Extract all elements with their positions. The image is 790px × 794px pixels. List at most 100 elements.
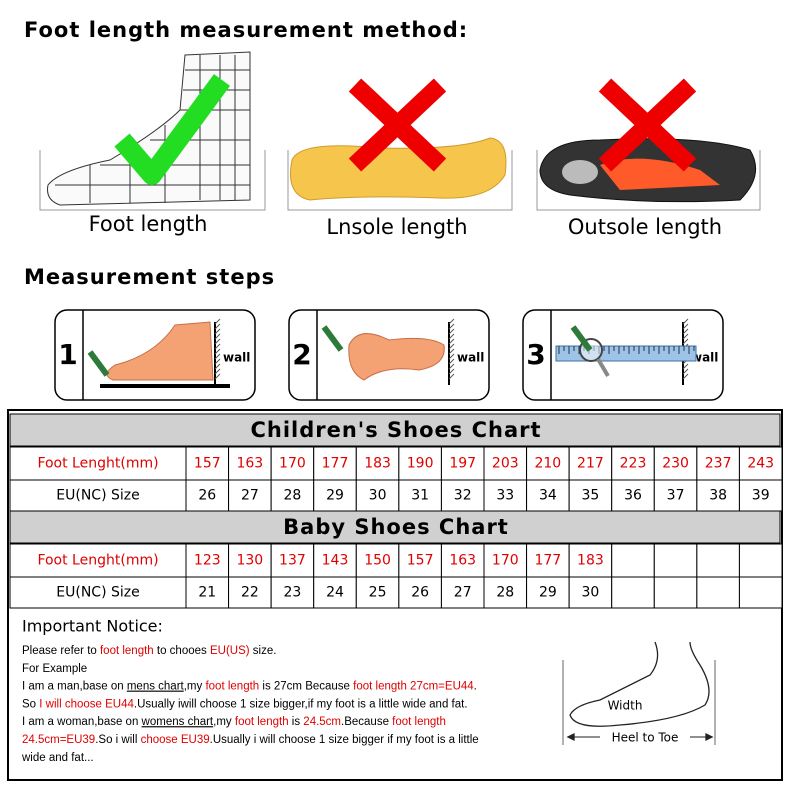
wall-hatch <box>682 323 689 330</box>
text-run: ,my <box>213 716 235 728</box>
insole-illustration <box>290 137 507 201</box>
row-label: EU(NC) Size <box>56 488 139 504</box>
wall-hatch <box>448 323 455 330</box>
value-cell: 130 <box>236 553 263 569</box>
value-cell: 123 <box>194 553 221 569</box>
wall-label: wall <box>223 351 250 365</box>
value-cell: 190 <box>407 456 434 472</box>
cell <box>355 479 400 512</box>
cell <box>738 543 783 578</box>
wall-hatch <box>214 328 221 335</box>
text-run: womens chart <box>141 716 214 728</box>
foot-illustration <box>39 51 266 211</box>
chart-title: Children's Shoes Chart <box>250 418 541 442</box>
wall-hatch <box>214 318 221 325</box>
wall-hatch <box>448 358 455 365</box>
value-cell: 137 <box>279 553 306 569</box>
text-run: So <box>22 698 39 710</box>
cell <box>568 576 613 609</box>
wall-hatch <box>448 338 455 345</box>
method-label: Outsole length <box>568 215 722 239</box>
wall-hatch <box>448 333 455 340</box>
label-cell <box>9 479 187 512</box>
cell <box>526 479 570 512</box>
label-cell <box>9 446 187 481</box>
text-run: is 27cm Because <box>259 681 353 693</box>
cell <box>185 576 230 609</box>
text-run: size. <box>250 645 277 657</box>
wall-hatch <box>448 373 455 380</box>
cell <box>185 446 230 481</box>
wall-hatch <box>214 343 221 350</box>
cell <box>696 543 740 578</box>
text-run: foot length <box>392 716 446 728</box>
value-cell: 22 <box>241 585 259 601</box>
outsole-detail <box>600 158 720 190</box>
text-run: For Example <box>22 663 87 675</box>
method-label: Foot length <box>89 212 208 236</box>
value-cell: 203 <box>492 456 519 472</box>
value-cell: 26 <box>198 488 216 504</box>
method-label: Lnsole length <box>326 215 467 239</box>
outsole-detail <box>562 160 598 184</box>
text-run: mens chart <box>127 681 185 693</box>
wall-hatch <box>682 328 689 335</box>
value-cell: 163 <box>236 456 263 472</box>
title-row <box>9 510 781 544</box>
value-cell: 24 <box>326 585 344 601</box>
value-cell: 34 <box>539 488 557 504</box>
value-cell: 170 <box>279 456 306 472</box>
wall-hatch <box>214 373 221 380</box>
cell <box>653 543 698 578</box>
text-run: 24.5cm=EU39 <box>22 734 95 746</box>
notice-line: For Example <box>22 663 87 675</box>
value-cell: 29 <box>326 488 344 504</box>
cell <box>738 576 783 609</box>
notice-line: So I will choose EU44.Usually iwill choo… <box>22 698 468 710</box>
value-cell: 183 <box>364 456 391 472</box>
value-cell: 30 <box>369 488 387 504</box>
value-cell: 223 <box>620 456 647 472</box>
cell <box>313 446 357 481</box>
value-cell: 183 <box>577 553 604 569</box>
value-cell: 243 <box>747 456 774 472</box>
text-run: choose EU39 <box>141 734 210 746</box>
value-cell: 27 <box>241 488 259 504</box>
value-cell: 21 <box>198 585 216 601</box>
wall-hatch <box>448 353 455 360</box>
text-run: I will choose EU44 <box>39 698 134 710</box>
value-cell: 37 <box>667 488 685 504</box>
value-cell: 29 <box>539 585 557 601</box>
value-cell: 143 <box>322 553 349 569</box>
text-run: ,my <box>184 681 206 693</box>
notice-line: 24.5cm=EU39.So i will choose EU39.Usuall… <box>22 734 479 746</box>
foot-diagram <box>562 641 716 745</box>
value-cell: 210 <box>534 456 561 472</box>
text-run: is <box>289 716 304 728</box>
wall-hatch <box>214 368 221 375</box>
cell <box>313 543 357 578</box>
wall-label: wall <box>691 351 718 365</box>
value-cell: 177 <box>322 456 349 472</box>
value-cell: 27 <box>454 585 472 601</box>
text-run: I am a woman,base on <box>22 716 142 728</box>
cross-mark <box>348 78 447 172</box>
row-label: EU(NC) Size <box>56 585 139 601</box>
cell <box>355 446 400 481</box>
wall-hatch <box>214 358 221 365</box>
pencil <box>87 350 110 377</box>
notice-line: Please refer to foot length to chooes EU… <box>22 645 276 657</box>
value-cell: 230 <box>662 456 689 472</box>
cell <box>440 576 485 609</box>
value-cell: 26 <box>411 585 429 601</box>
cell <box>270 543 315 578</box>
value-cell: 35 <box>582 488 600 504</box>
text-run: to chooes <box>154 645 210 657</box>
wall-hatch <box>448 363 455 370</box>
cell <box>696 576 740 609</box>
step-number: 2 <box>292 338 311 371</box>
text-run: wide and fat... <box>21 752 94 764</box>
cross-mark <box>598 78 697 172</box>
wall-hatch <box>448 318 455 325</box>
